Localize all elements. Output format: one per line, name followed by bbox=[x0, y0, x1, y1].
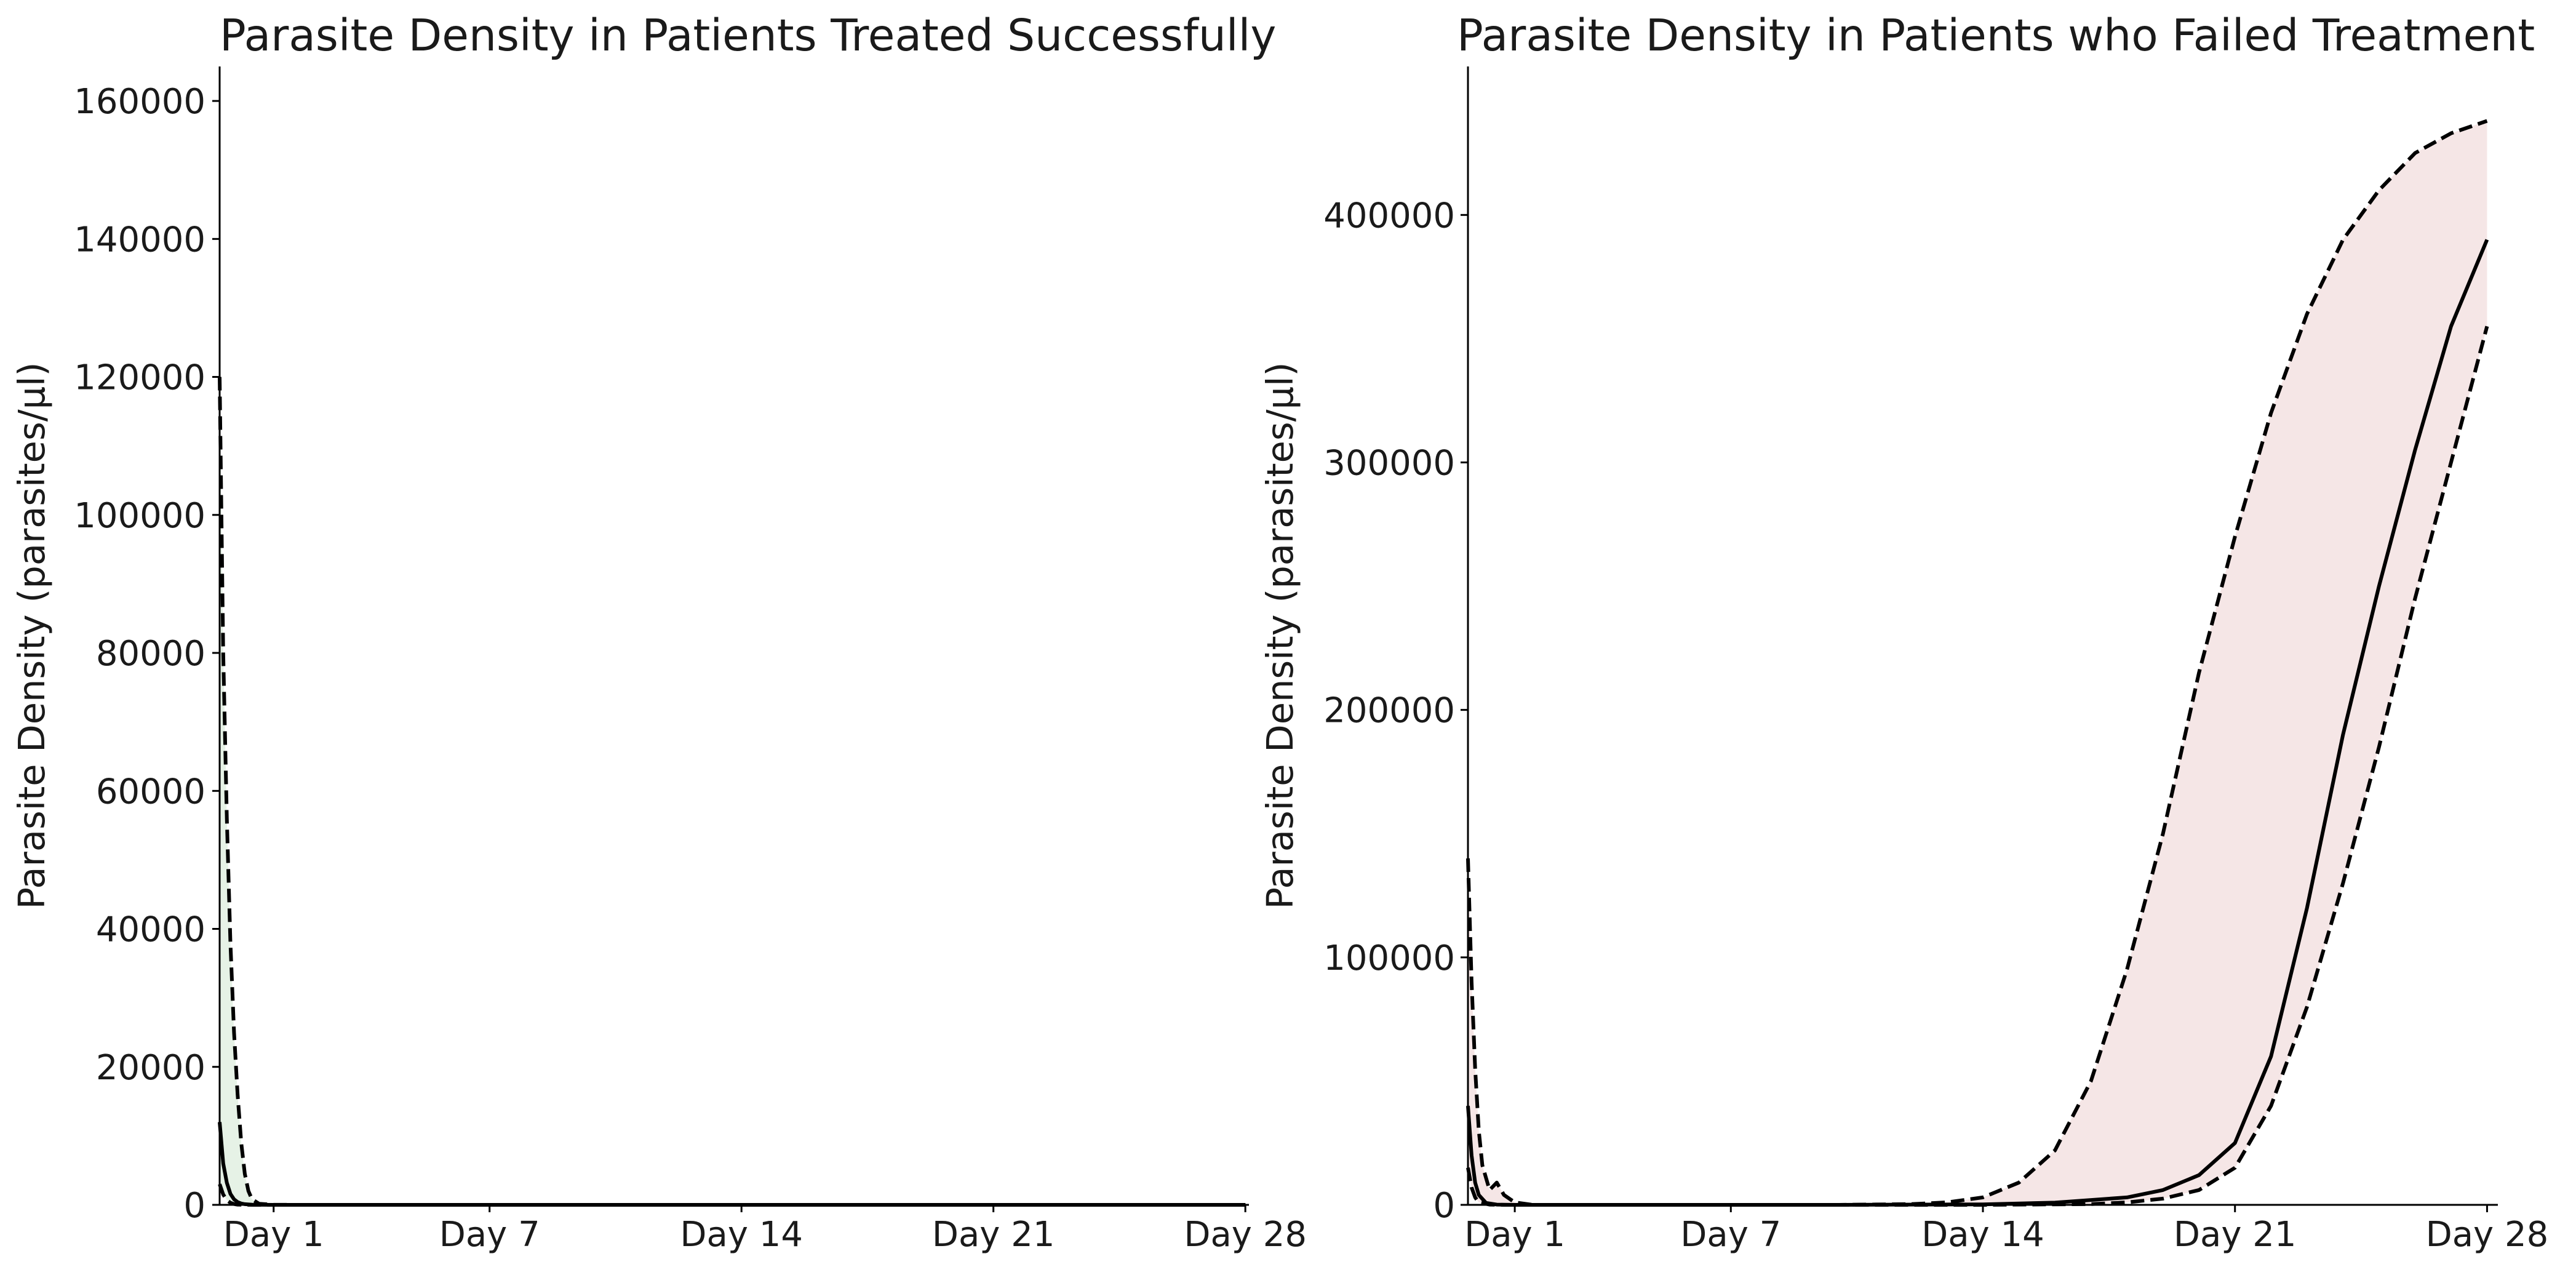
x-tick-label: Day 14 bbox=[680, 1215, 803, 1255]
series-median-line bbox=[1466, 239, 2489, 1207]
y-tick-label: 100000 bbox=[1323, 938, 1455, 978]
x-tick-label: Day 1 bbox=[1464, 1215, 1565, 1255]
x-tick-label: Day 21 bbox=[932, 1215, 1055, 1255]
y-tick-label: 20000 bbox=[96, 1048, 205, 1088]
chart-title: Parasite Density in Patients who Failed … bbox=[1457, 10, 2535, 61]
y-tick-label: 100000 bbox=[74, 496, 205, 536]
y-tick-label: 60000 bbox=[96, 772, 205, 812]
y-tick-label: 40000 bbox=[96, 910, 205, 950]
y-tick-label: 120000 bbox=[74, 358, 205, 398]
y-tick-label: 0 bbox=[183, 1186, 205, 1226]
x-tick-label: Day 7 bbox=[439, 1215, 540, 1255]
y-tick-label: 140000 bbox=[74, 220, 205, 260]
x-tick-label: Day 21 bbox=[2174, 1215, 2297, 1255]
y-tick-label: 0 bbox=[1433, 1186, 1455, 1226]
y-tick-label: 200000 bbox=[1323, 691, 1455, 731]
x-tick-label: Day 14 bbox=[1921, 1215, 2044, 1255]
x-tick-label: Day 28 bbox=[1184, 1215, 1307, 1255]
confidence-band bbox=[1468, 121, 2487, 1205]
chart-title: Parasite Density in Patients Treated Suc… bbox=[220, 10, 1276, 61]
chart-1: Parasite Density in Patients Treated Suc… bbox=[10, 10, 1307, 1255]
confidence-band bbox=[220, 377, 1246, 1205]
series-median-line bbox=[218, 1122, 1246, 1207]
x-tick-label: Day 7 bbox=[1680, 1215, 1781, 1255]
y-tick-label: 300000 bbox=[1323, 443, 1455, 483]
series-upper-line bbox=[218, 377, 1246, 1207]
y-axis-label: Parasite Density (parasites/µl) bbox=[10, 362, 53, 909]
y-tick-label: 400000 bbox=[1323, 196, 1455, 236]
series-lower-line bbox=[1466, 326, 2489, 1207]
y-tick-label: 160000 bbox=[74, 82, 205, 122]
y-tick-label: 80000 bbox=[96, 634, 205, 674]
x-tick-label: Day 28 bbox=[2426, 1215, 2549, 1255]
series-lower-line bbox=[218, 1183, 1246, 1207]
chart-2: Parasite Density in Patients who Failed … bbox=[1259, 10, 2548, 1255]
x-tick-label: Day 1 bbox=[223, 1215, 324, 1255]
y-axis-label: Parasite Density (parasites/µl) bbox=[1259, 362, 1301, 909]
series-upper-line bbox=[1466, 119, 2488, 1207]
